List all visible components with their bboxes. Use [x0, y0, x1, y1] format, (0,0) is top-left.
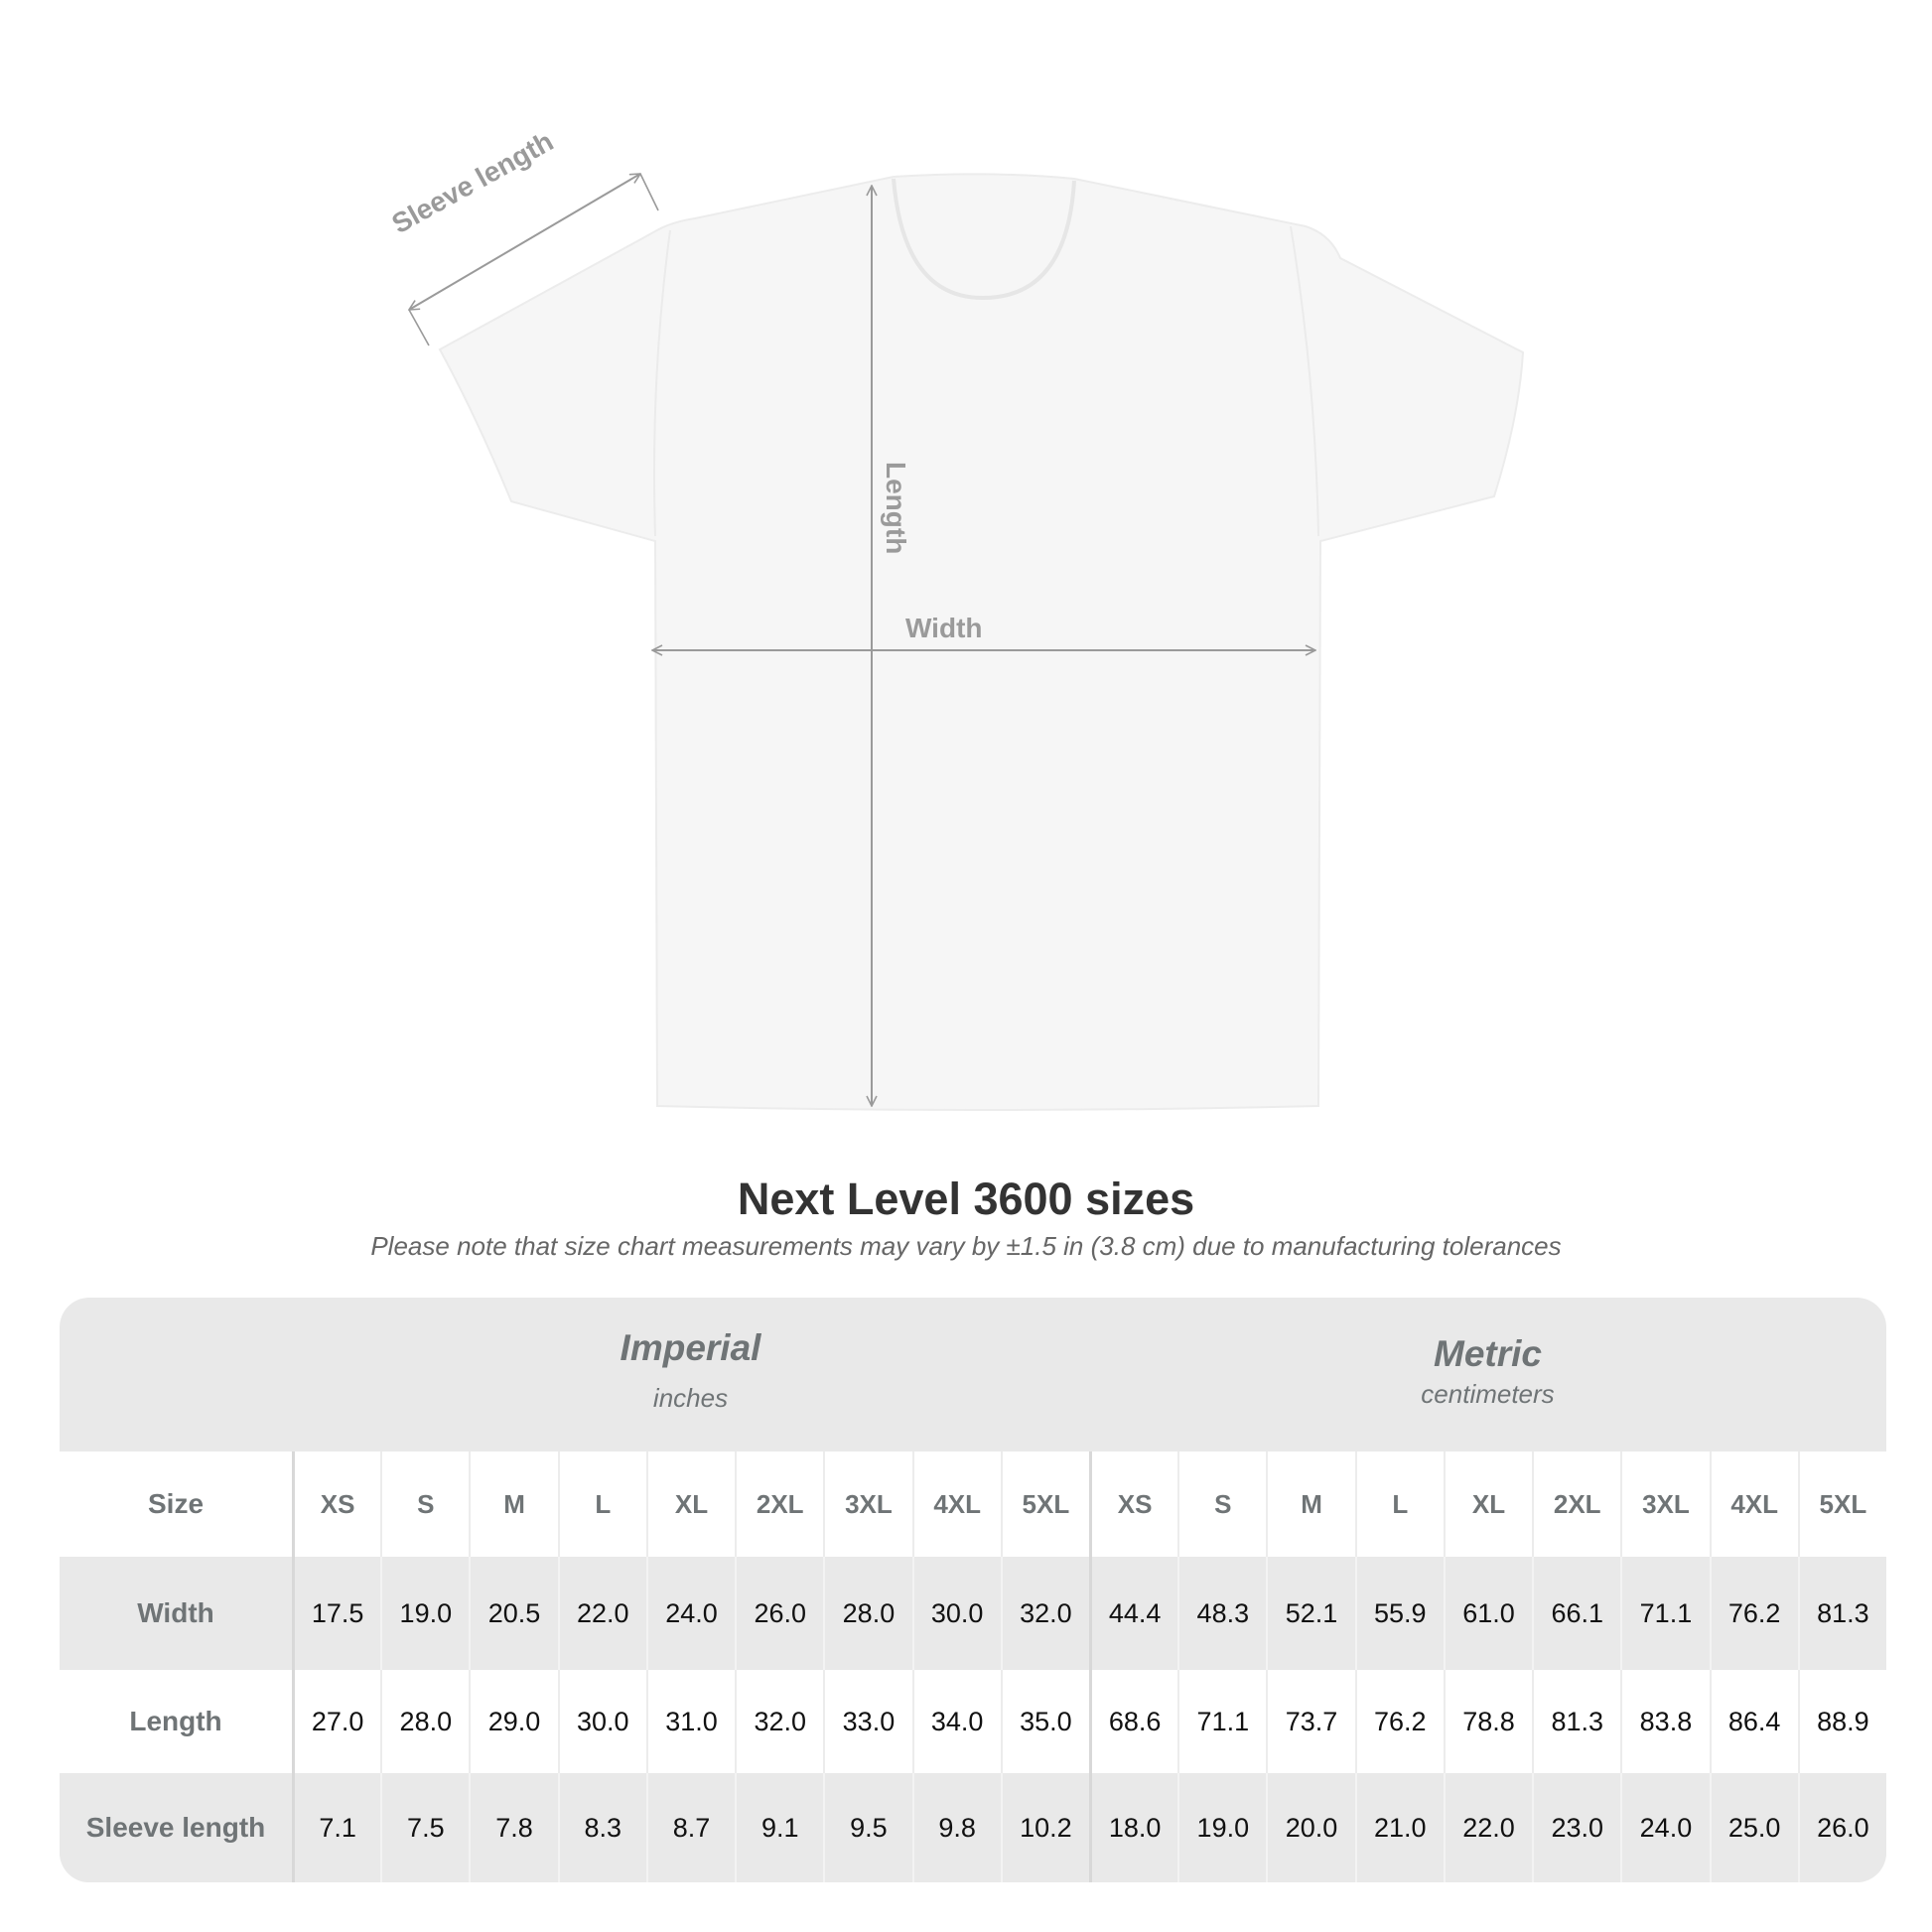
- size-header-cell: 5XL: [1797, 1451, 1886, 1557]
- table-cell: 22.0: [557, 1557, 646, 1670]
- sleeve-tick-right: [639, 173, 659, 211]
- size-header-cell: S: [1177, 1451, 1267, 1557]
- size-header-cell: 3XL: [823, 1451, 912, 1557]
- table-cell: 9.5: [823, 1773, 912, 1882]
- size-header-cell: 2XL: [735, 1451, 824, 1557]
- size-header-cell: L: [557, 1451, 646, 1557]
- table-cell: 21.0: [1354, 1773, 1444, 1882]
- table-cell: 34.0: [911, 1670, 1001, 1773]
- row-header: Width: [60, 1557, 292, 1670]
- table-cell: 20.0: [1266, 1773, 1355, 1882]
- imperial-unit: inches: [652, 1383, 729, 1413]
- table-cell: 78.8: [1443, 1670, 1533, 1773]
- table-cell: 28.0: [380, 1670, 470, 1773]
- table-cell: 68.6: [1088, 1670, 1178, 1773]
- table-cell: 31.0: [645, 1670, 736, 1773]
- table-cell: 48.3: [1177, 1557, 1267, 1670]
- table-cell: 18.0: [1088, 1773, 1178, 1882]
- size-grid: Size XS S M L XL 2XL 3XL 4XL 5XL XS S M L XL 2XL 3XL 4XL 5…: [60, 1451, 1886, 1882]
- table-cell: 29.0: [469, 1670, 558, 1773]
- table-cell: 7.8: [469, 1773, 558, 1882]
- size-header-cell: M: [469, 1451, 558, 1557]
- size-header-cell: XL: [1443, 1451, 1533, 1557]
- size-header-cell: 5XL: [1000, 1451, 1089, 1557]
- size-header-cell: 4XL: [911, 1451, 1001, 1557]
- table-cell: 22.0: [1443, 1773, 1533, 1882]
- table-cell: 8.7: [645, 1773, 736, 1882]
- sleeve-tick-left: [408, 309, 430, 346]
- length-label: Length: [881, 462, 911, 555]
- table-cell: 24.0: [1620, 1773, 1710, 1882]
- table-cell: 30.0: [557, 1670, 646, 1773]
- table-cell: 28.0: [823, 1557, 912, 1670]
- table-cell: 23.0: [1532, 1773, 1621, 1882]
- size-header-cell: XS: [1088, 1451, 1178, 1557]
- table-cell: 33.0: [823, 1670, 912, 1773]
- size-header-cell: XS: [292, 1451, 381, 1557]
- metric-unit: centimeters: [1421, 1379, 1555, 1409]
- row-header: Size: [60, 1451, 292, 1557]
- table-cell: 81.3: [1797, 1557, 1886, 1670]
- table-cell: 73.7: [1266, 1670, 1355, 1773]
- size-header-cell: 3XL: [1620, 1451, 1710, 1557]
- table-cell: 8.3: [557, 1773, 646, 1882]
- size-header-cell: 2XL: [1532, 1451, 1621, 1557]
- table-cell: 32.0: [735, 1670, 824, 1773]
- table-cell: 44.4: [1088, 1557, 1178, 1670]
- table-cell: 19.0: [380, 1557, 470, 1670]
- table-cell: 26.0: [735, 1557, 824, 1670]
- page-title: Next Level 3600 sizes: [737, 1173, 1195, 1224]
- size-header-cell: 4XL: [1709, 1451, 1798, 1557]
- table-cell: 86.4: [1709, 1670, 1798, 1773]
- table-cell: 88.9: [1797, 1670, 1886, 1773]
- size-header-cell: S: [380, 1451, 470, 1557]
- size-table: Imperial inches Metric centimeters Size X…: [60, 1298, 1886, 1882]
- row-header: Length: [60, 1670, 292, 1773]
- metric-header: Metric centimeters: [1089, 1298, 1886, 1487]
- table-cell: 71.1: [1177, 1670, 1267, 1773]
- table-cell: 24.0: [645, 1557, 736, 1670]
- table-cell: 9.1: [735, 1773, 824, 1882]
- table-cell: 71.1: [1620, 1557, 1710, 1670]
- width-label: Width: [905, 613, 983, 643]
- tshirt-collar: [892, 178, 1076, 301]
- imperial-label: Imperial: [620, 1327, 761, 1368]
- table-cell: 81.3: [1532, 1670, 1621, 1773]
- table-cell: 17.5: [292, 1557, 381, 1670]
- tshirt-diagram: [0, 0, 1525, 1111]
- tshirt-shape: [438, 173, 1525, 1111]
- sleeve-seam-right: [1290, 225, 1319, 537]
- table-cell: 19.0: [1177, 1773, 1267, 1882]
- tolerance-note: Please note that size chart measurements…: [370, 1231, 1562, 1261]
- size-header-cell: XL: [645, 1451, 736, 1557]
- table-cell: 61.0: [1443, 1557, 1533, 1670]
- table-cell: 32.0: [1000, 1557, 1089, 1670]
- imperial-header: Imperial inches: [292, 1298, 1089, 1481]
- table-cell: 52.1: [1266, 1557, 1355, 1670]
- table-cell: 76.2: [1709, 1557, 1798, 1670]
- size-header-cell: M: [1266, 1451, 1355, 1557]
- sleeve-seam-left: [653, 229, 671, 537]
- table-cell: 66.1: [1532, 1557, 1621, 1670]
- table-cell: 7.1: [292, 1773, 381, 1882]
- table-cell: 9.8: [911, 1773, 1001, 1882]
- table-cell: 7.5: [380, 1773, 470, 1882]
- table-cell: 27.0: [292, 1670, 381, 1773]
- table-cell: 76.2: [1354, 1670, 1444, 1773]
- table-cell: 30.0: [911, 1557, 1001, 1670]
- table-cell: 10.2: [1000, 1773, 1089, 1882]
- sleeve-arrow: [409, 174, 640, 310]
- table-cell: 20.5: [469, 1557, 558, 1670]
- table-cell: 55.9: [1354, 1557, 1444, 1670]
- table-cell: 25.0: [1709, 1773, 1798, 1882]
- table-cell: 26.0: [1797, 1773, 1886, 1882]
- row-header: Sleeve length: [60, 1773, 292, 1882]
- size-header-cell: L: [1354, 1451, 1444, 1557]
- metric-label: Metric: [1434, 1333, 1542, 1374]
- table-cell: 83.8: [1620, 1670, 1710, 1773]
- table-cell: 35.0: [1000, 1670, 1089, 1773]
